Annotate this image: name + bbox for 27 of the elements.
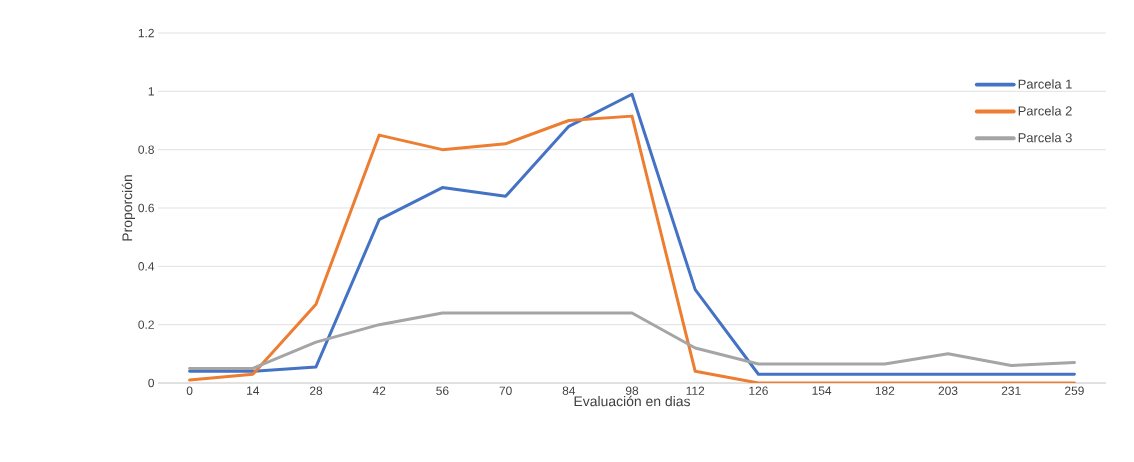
legend-label: Parcela 1: [1018, 79, 1072, 89]
y-axis-title: Proporción: [121, 175, 135, 241]
x-tick-label: 203: [938, 386, 958, 395]
x-tick-label: 126: [749, 386, 768, 395]
y-tick-label: 0.4: [138, 262, 155, 271]
legend-label: Parcela 3: [1018, 132, 1072, 143]
y-tick-label: 1.2: [138, 28, 154, 38]
x-tick-label: 98: [625, 386, 639, 395]
x-tick-label: 112: [686, 386, 705, 395]
x-axis-title: Evaluación en dias: [574, 395, 691, 407]
x-tick-label: 231: [1001, 386, 1021, 395]
x-tick-label: 0: [186, 386, 193, 395]
legend-label: Parcela 2: [1018, 105, 1072, 116]
x-tick-label: 182: [875, 386, 895, 395]
y-tick-label: 1: [148, 87, 154, 96]
x-tick-label: 14: [247, 386, 260, 395]
x-tick-label: 70: [499, 386, 512, 395]
x-tick-label: 259: [1065, 386, 1084, 395]
y-tick-label: 0.6: [138, 203, 154, 213]
x-tick-label: 42: [372, 386, 386, 395]
x-tick-label: 154: [812, 386, 832, 395]
x-tick-label: 84: [562, 386, 576, 395]
y-tick-label: 0: [148, 378, 155, 388]
y-tick-label: 0.8: [138, 145, 154, 154]
x-tick-label: 28: [309, 386, 323, 395]
y-tick-label: 0.2: [138, 320, 154, 329]
x-tick-label: 56: [436, 386, 449, 395]
